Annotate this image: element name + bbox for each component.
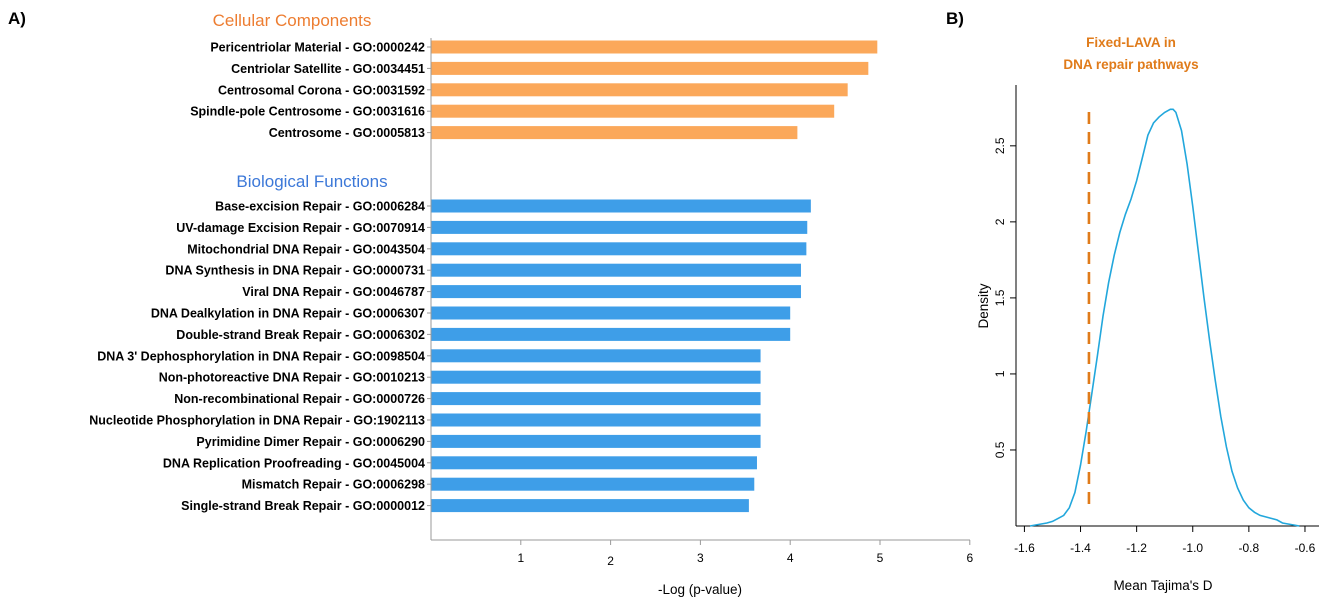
bar-biological-6: [431, 327, 791, 341]
bar-x-tick-label: 1: [517, 551, 524, 565]
bar-biological-14: [431, 499, 749, 513]
category-label: Nucleotide Phosphorylation in DNA Repair…: [89, 414, 425, 428]
density-y-tick-label: 2: [993, 218, 1007, 225]
bar-cellular-3: [431, 104, 835, 118]
bar-biological-2: [431, 242, 807, 256]
bar-biological-11: [431, 434, 761, 448]
category-label: Viral DNA Repair - GO:0046787: [242, 285, 425, 299]
bar-biological-5: [431, 306, 791, 320]
density-y-tick-label: 2.5: [993, 137, 1007, 154]
density-x-axis-title: Mean Tajima's D: [1113, 578, 1212, 593]
bar-biological-8: [431, 370, 761, 384]
panel-label-a: A): [8, 9, 26, 28]
bar-biological-1: [431, 220, 808, 234]
category-label: DNA Synthesis in DNA Repair - GO:0000731: [165, 264, 425, 278]
category-label: Centrosome - GO:0005813: [269, 126, 425, 140]
category-label: DNA 3' Dephosphorylation in DNA Repair -…: [97, 349, 425, 363]
group-title-cellular-components: Cellular Components: [213, 11, 372, 30]
density-y-tick-label: 1.5: [993, 289, 1007, 306]
bar-biological-3: [431, 263, 801, 277]
category-label: DNA Replication Proofreading - GO:004500…: [163, 456, 425, 470]
density-curve: [1029, 108, 1300, 527]
category-label: DNA Dealkylation in DNA Repair - GO:0006…: [151, 307, 425, 321]
category-label: Pericentriolar Material - GO:0000242: [210, 41, 425, 55]
bar-x-tick-label: 4: [787, 551, 794, 565]
annotation-line-1: Fixed-LAVA in: [1086, 35, 1176, 50]
category-label: Base-excision Repair - GO:0006284: [215, 200, 425, 214]
category-label: Centrosomal Corona - GO:0031592: [218, 83, 425, 97]
bar-biological-10: [431, 413, 761, 427]
bar-x-tick-label: 3: [697, 551, 704, 565]
density-x-tick-label: -1.6: [1014, 541, 1035, 555]
bar-biological-13: [431, 477, 755, 491]
annotation-line-2: DNA repair pathways: [1063, 57, 1198, 72]
bar-biological-0: [431, 199, 811, 213]
density-x-tick-label: -1.2: [1126, 541, 1147, 555]
category-label: Pyrimidine Dimer Repair - GO:0006290: [196, 435, 425, 449]
bar-x-tick-label: 5: [877, 551, 884, 565]
category-label: Centriolar Satellite - GO:0034451: [231, 62, 425, 76]
bar-cellular-2: [431, 83, 848, 97]
density-plot-panel: -1.6 -1.4 -1.2 -1.0 -0.8 -0.6 0.5 1 1.5 2 2.5 Dens…: [976, 35, 1319, 593]
density-x-tick-label: -0.6: [1295, 541, 1316, 555]
group-title-biological-functions: Biological Functions: [236, 172, 387, 191]
category-label: Mitochondrial DNA Repair - GO:0043504: [187, 242, 425, 256]
density-y-axis-title: Density: [976, 283, 991, 328]
category-label: Non-photoreactive DNA Repair - GO:001021…: [159, 371, 425, 385]
bar-x-axis-title: -Log (p-value): [658, 582, 742, 597]
category-label: Single-strand Break Repair - GO:0000012: [181, 499, 425, 513]
density-x-tick-label: -1.4: [1070, 541, 1091, 555]
density-ticks: -1.6 -1.4 -1.2 -1.0 -0.8 -0.6 0.5 1 1.5 2 2.5: [993, 137, 1316, 555]
panel-label-b: B): [946, 9, 964, 28]
density-x-tick-label: -1.0: [1182, 541, 1203, 555]
bar-cellular-4: [431, 126, 798, 140]
bar-cellular-0: [431, 40, 878, 54]
density-x-tick-label: -0.8: [1239, 541, 1260, 555]
category-label: Spindle-pole Centrosome - GO:0031616: [190, 105, 425, 119]
bar-biological-7: [431, 349, 761, 363]
bar-x-tick-label: 2: [607, 554, 614, 568]
bar-biological-4: [431, 285, 801, 299]
bar-biological-9: [431, 392, 761, 406]
bars-layer: Pericentriolar Material - GO:0000242 Cent…: [89, 40, 878, 513]
density-y-tick-label: 1: [993, 370, 1007, 377]
bar-biological-12: [431, 456, 757, 470]
bar-cellular-1: [431, 61, 869, 75]
category-label: Double-strand Break Repair - GO:0006302: [176, 328, 425, 342]
category-label: UV-damage Excision Repair - GO:0070914: [176, 221, 425, 235]
category-label: Non-recombinational Repair - GO:0000726: [174, 392, 425, 406]
category-label: Mismatch Repair - GO:0006298: [242, 478, 425, 492]
bar-x-ticks: 1 2 3 4 5 6: [517, 540, 973, 568]
bar-chart-panel: Cellular Components Biological Functions…: [89, 11, 973, 597]
bar-x-tick-label: 6: [966, 551, 973, 565]
density-y-tick-label: 0.5: [993, 441, 1007, 458]
